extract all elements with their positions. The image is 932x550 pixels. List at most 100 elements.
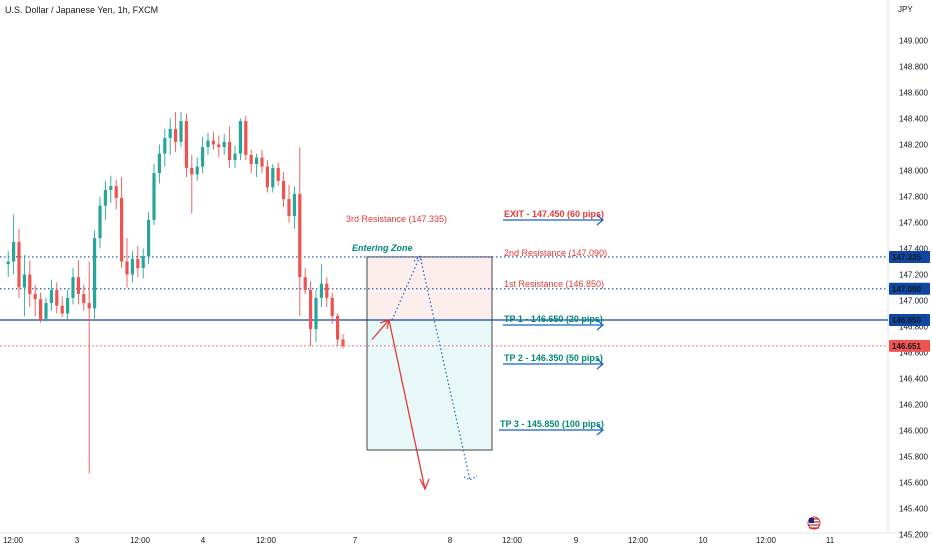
candle-body[interactable] (174, 128, 178, 142)
tp3-target-label: TP 3 - 145.850 (100 pips) (500, 419, 604, 429)
candle-body[interactable] (325, 283, 329, 298)
candle-body[interactable] (120, 197, 124, 262)
price-level-tag-label: 147.335 (892, 253, 921, 262)
candle-body[interactable] (233, 153, 237, 161)
candle-body[interactable] (114, 186, 118, 198)
candle-body[interactable] (282, 180, 286, 200)
y-tick-label: 147.600 (899, 219, 928, 228)
resistance1-label: 1st Resistance (146.850) (504, 279, 604, 289)
candle-body[interactable] (147, 219, 151, 257)
y-tick-label: 147.400 (899, 245, 928, 254)
candle-body[interactable] (238, 121, 242, 154)
tp2-target-arrowhead (596, 358, 604, 370)
candle-body[interactable] (201, 147, 205, 167)
candle-body[interactable] (28, 274, 32, 295)
candle-body[interactable] (190, 167, 194, 175)
chart-title: U.S. Dollar / Japanese Yen, 1h, FXCM (5, 5, 159, 15)
candle-body[interactable] (222, 141, 226, 148)
candle-body[interactable] (298, 193, 302, 278)
candle-body[interactable] (260, 157, 264, 167)
y-tick-label: 149.000 (899, 37, 928, 46)
candle-body[interactable] (163, 138, 167, 154)
candle-body[interactable] (125, 261, 129, 275)
projection-red-arrowhead (419, 478, 430, 491)
candle-body[interactable] (103, 190, 107, 206)
price-level-tag-label: 146.850 (892, 316, 921, 325)
candle-body[interactable] (314, 297, 318, 330)
x-tick-label: 3 (75, 536, 80, 545)
candle-body[interactable] (130, 258, 134, 275)
candle-body[interactable] (330, 297, 334, 317)
currency-label: JPY (898, 5, 913, 14)
y-tick-label: 145.800 (899, 453, 928, 462)
candle-body[interactable] (244, 121, 248, 155)
candle-body[interactable] (6, 261, 10, 265)
candle-body[interactable] (49, 290, 53, 304)
y-tick-label: 148.400 (899, 115, 928, 124)
candle-body[interactable] (157, 153, 161, 174)
candle-body[interactable] (109, 186, 113, 190)
y-tick-label: 148.000 (899, 167, 928, 176)
projection-red-arrowhead-up (379, 319, 390, 330)
candle-body[interactable] (249, 154, 253, 164)
candle-body[interactable] (206, 140, 210, 148)
candle-body[interactable] (87, 303, 91, 309)
candle-body[interactable] (255, 157, 259, 165)
candle-body[interactable] (276, 167, 280, 181)
candle-body[interactable] (71, 277, 75, 298)
candle-body[interactable] (168, 128, 172, 138)
x-tick-label: 7 (353, 536, 358, 545)
candle-body[interactable] (292, 193, 296, 216)
candle-body[interactable] (39, 299, 43, 320)
y-tick-label: 148.800 (899, 63, 928, 72)
candle-body[interactable] (55, 290, 59, 306)
candle-body[interactable] (82, 294, 86, 304)
candle-body[interactable] (66, 297, 70, 314)
candle-body[interactable] (341, 339, 345, 347)
candle-body[interactable] (76, 277, 80, 294)
candle-body[interactable] (12, 242, 16, 262)
price-level-tag (889, 250, 930, 263)
us-flag-canton (809, 518, 814, 523)
candle-body[interactable] (33, 294, 37, 300)
candle-body[interactable] (44, 303, 48, 319)
candle-body[interactable] (98, 205, 102, 239)
x-tick-label: 10 (699, 536, 708, 545)
candle-body[interactable] (22, 274, 26, 288)
y-tick-label: 148.200 (899, 141, 928, 150)
candle-body[interactable] (136, 258, 140, 268)
candle-body[interactable] (152, 173, 156, 220)
y-tick-label: 147.200 (899, 271, 928, 280)
candle-body[interactable] (228, 141, 232, 161)
candle-body[interactable] (195, 166, 199, 175)
x-tick-label: 11 (826, 536, 835, 545)
exit-target-label: EXIT - 147.450 (60 pips) (504, 209, 604, 219)
candle-body[interactable] (93, 238, 97, 309)
candle-body[interactable] (303, 277, 307, 291)
candle-body[interactable] (211, 140, 215, 145)
candle-body[interactable] (309, 290, 313, 330)
resistance2-label: 2nd Resistance (147.090) (504, 248, 607, 258)
price-level-tag-label: 147.090 (892, 285, 921, 294)
x-tick-label: 9 (574, 536, 579, 545)
projection-blue-arrowhead-up (413, 255, 423, 263)
price-level-tag (889, 314, 930, 326)
x-tick-label: 8 (448, 536, 453, 545)
y-tick-label: 147.000 (899, 297, 928, 306)
candle-body[interactable] (336, 316, 340, 340)
candle-body[interactable] (217, 144, 221, 148)
candle-body[interactable] (319, 283, 323, 298)
candle-body[interactable] (271, 167, 275, 188)
candle-body[interactable] (179, 121, 183, 142)
candle-body[interactable] (265, 166, 269, 188)
tp3-target-arrowhead (596, 424, 604, 436)
candle-body[interactable] (60, 305, 64, 314)
candle-body[interactable] (17, 242, 21, 288)
candle-body[interactable] (287, 199, 291, 216)
candle-body[interactable] (184, 121, 188, 168)
x-tick-label: 12:00 (502, 536, 523, 545)
resistance3-label: 3rd Resistance (147.335) (346, 214, 447, 224)
x-tick-label: 12:00 (130, 536, 151, 545)
candle-body[interactable] (141, 256, 145, 268)
